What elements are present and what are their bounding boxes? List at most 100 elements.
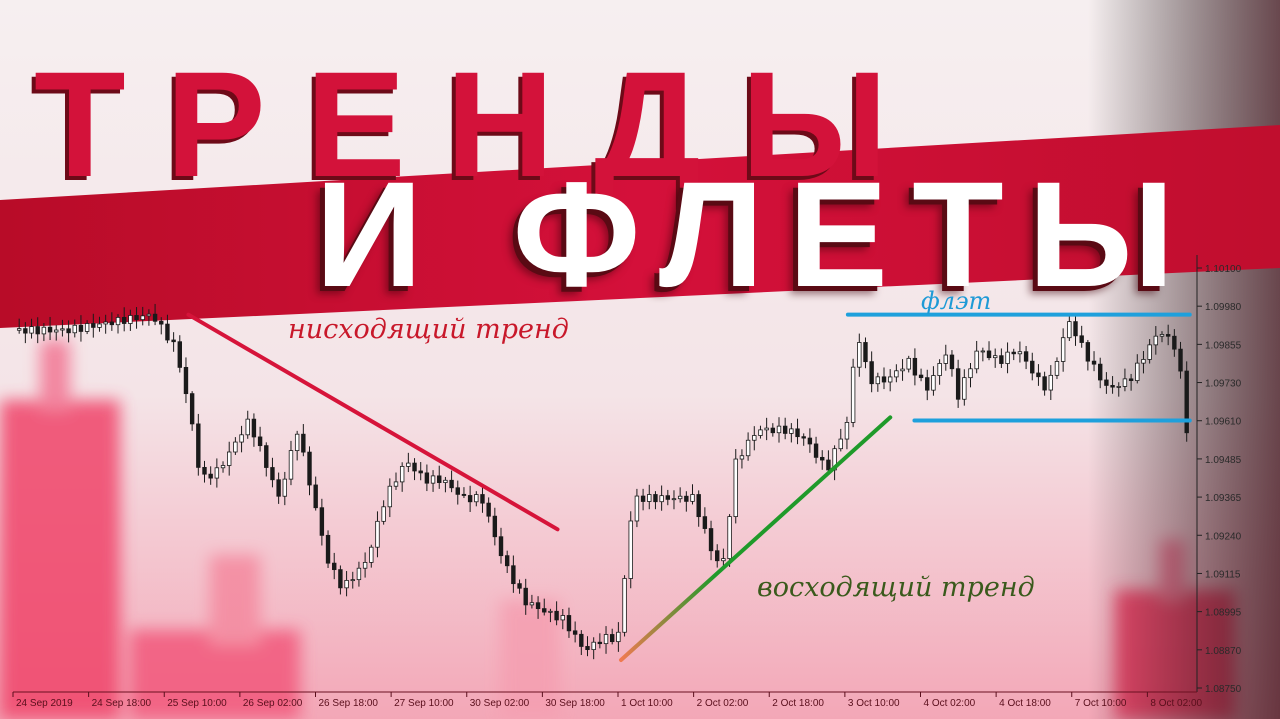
candle-body (727, 516, 732, 559)
candle-body (1048, 374, 1053, 391)
candle-body (900, 368, 905, 372)
candle-body (1184, 370, 1189, 434)
uptrend-label: восходящий тренд (757, 572, 1035, 603)
candle-body (356, 567, 362, 581)
candle-body (121, 317, 127, 324)
candle-body (857, 342, 862, 368)
candle-body (1110, 385, 1115, 388)
candle-body (474, 494, 479, 503)
candle-body (752, 435, 757, 441)
candle-body (128, 315, 133, 324)
candle-body (813, 443, 819, 458)
y-tick-label: 1.09115 (1205, 569, 1241, 580)
candle-body (245, 418, 250, 436)
candle-body (955, 368, 961, 400)
x-tick-label: 8 Oct 02:00 (1150, 698, 1202, 709)
candle-body (770, 427, 776, 434)
candle-body (671, 498, 677, 501)
candle-body (455, 487, 460, 495)
candle-body (1172, 335, 1177, 350)
candle-body (449, 479, 454, 489)
candle-body (1159, 334, 1165, 337)
candle-body (66, 328, 71, 334)
candle-body (789, 428, 794, 434)
candle-body (16, 328, 22, 331)
candle-body (1017, 351, 1023, 355)
candle-body (603, 634, 609, 645)
candle-body (1036, 372, 1041, 378)
candle-body (338, 569, 343, 589)
downtrend-line (186, 312, 560, 532)
candle-body (554, 610, 559, 621)
x-tick-label: 1 Oct 10:00 (621, 698, 673, 709)
candle-body (1030, 360, 1035, 374)
y-tick-label: 1.09610 (1205, 417, 1242, 428)
candle-body (974, 350, 979, 370)
candle-body (511, 565, 516, 585)
candle-body (208, 473, 213, 479)
candle-body (962, 377, 967, 400)
candle-body (1141, 359, 1146, 364)
y-tick-label: 1.09365 (1205, 493, 1242, 504)
x-tick-label: 26 Sep 02:00 (243, 698, 303, 709)
candle-body (560, 615, 565, 621)
candle-body (535, 602, 541, 610)
candle-body (542, 608, 547, 613)
candle-body (949, 354, 955, 370)
candle-body (776, 425, 782, 434)
candle-body (999, 355, 1004, 364)
candle-body (23, 328, 28, 334)
x-tick-label: 7 Oct 10:00 (1075, 698, 1127, 709)
candle-body (1011, 351, 1016, 355)
candle-body (165, 323, 170, 341)
candle-body (492, 515, 498, 538)
x-tick-label: 30 Sep 02:00 (470, 698, 530, 709)
candle-body (795, 428, 800, 438)
candle-body (183, 366, 189, 395)
candle-body (1023, 351, 1029, 362)
candle-body (84, 323, 90, 332)
y-tick-label: 1.09855 (1205, 340, 1242, 351)
candle-body (461, 493, 467, 496)
candle-body (517, 583, 522, 589)
candle-body (1054, 361, 1060, 376)
x-tick-label: 30 Sep 18:00 (545, 698, 605, 709)
candle-body (288, 450, 294, 480)
candle-body (875, 376, 881, 385)
y-tick-label: 1.09240 (1205, 531, 1242, 542)
candle-body (202, 466, 207, 475)
candle-body (838, 438, 843, 450)
candle-body (647, 494, 652, 502)
candle-body (1005, 351, 1010, 364)
candle-body (294, 433, 300, 452)
candle-body (597, 641, 603, 645)
y-tick-label: 1.08995 (1205, 608, 1242, 619)
candle-body (1116, 386, 1121, 388)
candle-body (189, 393, 195, 425)
candle-body (41, 326, 47, 335)
candle-body (677, 495, 683, 500)
candle-body (894, 370, 899, 378)
title-band (0, 125, 1280, 328)
candle-body (171, 339, 176, 343)
candle-body (758, 429, 763, 436)
candle-body (319, 507, 325, 536)
candle-body (134, 315, 139, 321)
candle-body (332, 562, 337, 571)
candle-body (103, 321, 108, 325)
x-tick-label: 24 Sep 2019 (16, 698, 73, 709)
candle-body (801, 436, 806, 439)
candle-body (640, 495, 646, 502)
candle-body (659, 495, 664, 503)
candle-body (1042, 376, 1047, 391)
candle-body (313, 484, 318, 509)
candle-body (1079, 335, 1084, 343)
candle-body (1067, 321, 1072, 339)
candle-body (214, 467, 220, 479)
candle-body (227, 451, 232, 466)
candle-body (220, 465, 226, 469)
candle-body (585, 646, 590, 651)
candle-body (715, 550, 720, 562)
candle-body (739, 455, 745, 460)
